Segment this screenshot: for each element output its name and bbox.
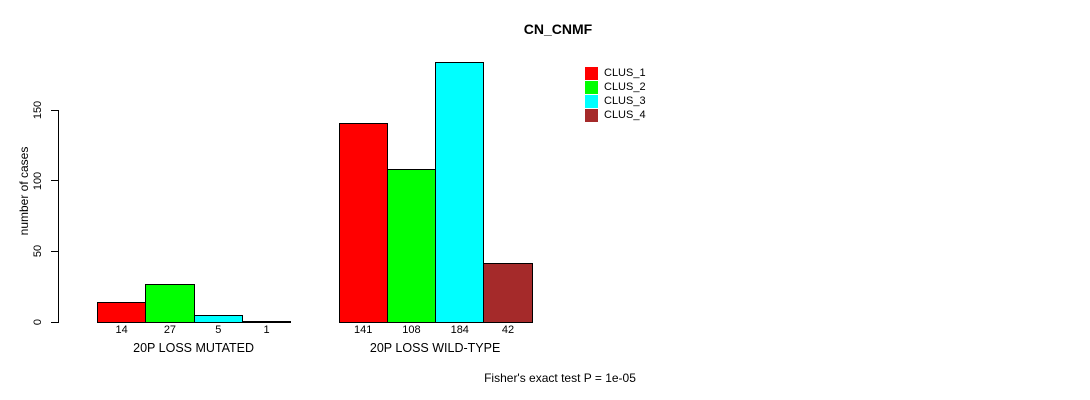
x-category-label: 20P LOSS MUTATED [133, 341, 255, 355]
bar-value-label: 42 [501, 324, 515, 336]
legend-swatch-clus_1 [585, 66, 598, 80]
legend-swatch-clus_4 [585, 108, 598, 122]
chart-title: CN_CNMF [523, 21, 593, 37]
bar-value-label: 5 [215, 324, 222, 336]
legend-label: CLUS_3 [604, 95, 646, 107]
legend-label: CLUS_4 [604, 109, 646, 121]
legend: CLUS_1 CLUS_2 CLUS_3 CLUS_4 [585, 66, 646, 122]
y-tick-mark [51, 250, 58, 252]
legend-label: CLUS_1 [604, 67, 646, 79]
legend-row: CLUS_2 [585, 80, 646, 94]
y-tick-label: 150 [32, 100, 44, 120]
y-tick-label: 50 [32, 245, 44, 258]
legend-swatch-clus_2 [585, 80, 598, 94]
bar-value-label: 108 [402, 324, 421, 336]
bar-clus3-group1 [193, 314, 243, 323]
y-tick-mark [51, 109, 58, 111]
bar-clus2-group2 [386, 169, 437, 323]
legend-row: CLUS_1 [585, 66, 646, 80]
bar-clus1-group2 [338, 122, 388, 323]
bar-clus1-group1 [97, 302, 147, 323]
legend-label: CLUS_2 [604, 81, 646, 93]
bar-value-label: 27 [163, 324, 177, 336]
bar-clus4-group2 [483, 262, 533, 323]
bar-clus4-group1 [241, 320, 292, 323]
legend-swatch-clus_3 [585, 94, 598, 108]
bar-value-label: 1 [263, 324, 270, 336]
y-tick-mark [51, 180, 58, 182]
bar-value-label: 184 [450, 324, 469, 336]
bar-clus3-group2 [435, 61, 485, 323]
y-tick-mark [51, 321, 58, 323]
bar-value-label: 141 [353, 324, 373, 336]
bar-value-label: 14 [115, 324, 128, 336]
legend-row: CLUS_3 [585, 94, 646, 108]
y-tick-label: 0 [32, 318, 44, 326]
legend-row: CLUS_4 [585, 108, 646, 122]
y-axis-line [58, 110, 59, 323]
bar-clus2-group1 [145, 283, 195, 323]
stat-annotation: Fisher's exact test P = 1e-05 [484, 371, 636, 385]
y-tick-label: 100 [32, 171, 44, 190]
x-category-label: 20P LOSS WILD-TYPE [369, 341, 501, 355]
